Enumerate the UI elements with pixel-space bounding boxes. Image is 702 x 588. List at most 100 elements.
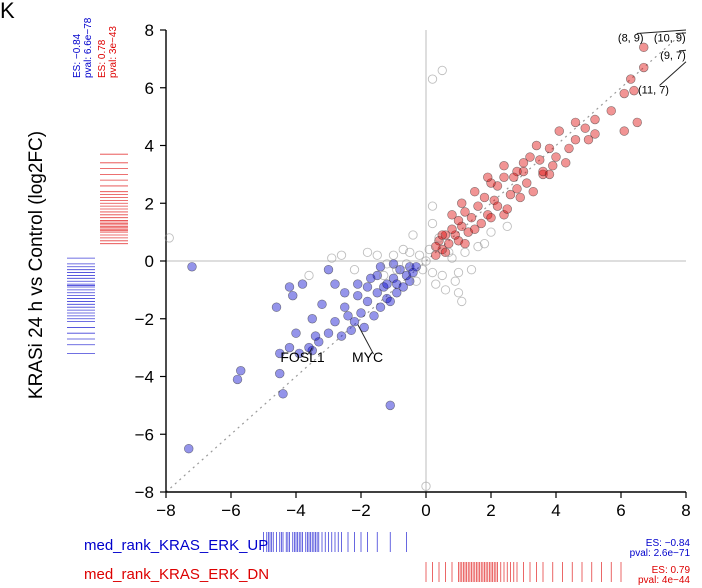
y-tick-label: 2 bbox=[145, 194, 154, 213]
point-up bbox=[349, 316, 360, 327]
point-dn bbox=[544, 169, 555, 180]
point-up bbox=[398, 282, 408, 292]
point-up bbox=[275, 348, 285, 359]
point-up bbox=[353, 279, 363, 289]
bottom-label-up: med_rank_KRAS_ERK_UP bbox=[84, 537, 268, 554]
point-up bbox=[307, 314, 317, 324]
annotation-label: (11, 7) bbox=[638, 85, 669, 97]
point-dn bbox=[486, 212, 496, 223]
x-tick-label: 2 bbox=[486, 501, 495, 520]
point-other bbox=[411, 276, 421, 286]
left-stats-up: ES: −0.84 pval: 6.6e−78 bbox=[72, 17, 94, 78]
point-other bbox=[447, 253, 457, 263]
point-up bbox=[275, 368, 285, 379]
point-dn bbox=[590, 114, 600, 125]
left-es-dn: ES: 0.78 bbox=[97, 39, 108, 78]
point-up bbox=[284, 342, 295, 353]
point-dn bbox=[499, 210, 509, 220]
point-up bbox=[340, 288, 350, 298]
point-up bbox=[323, 328, 334, 338]
annotation-label: (10, 9) bbox=[654, 33, 686, 45]
point-dn bbox=[535, 155, 545, 165]
point-other bbox=[392, 265, 402, 275]
point-dn bbox=[531, 140, 542, 151]
point-dn bbox=[629, 85, 639, 96]
point-up bbox=[294, 348, 304, 359]
point-other bbox=[460, 247, 470, 257]
point-dn bbox=[522, 178, 532, 188]
point-dn bbox=[457, 198, 467, 208]
axis-ticks: −8 −6 −4 −2 0 2 4 6 8 −8 −6 −4 −2 0 2 4 6 8 bbox=[135, 21, 691, 520]
point-other bbox=[457, 296, 467, 307]
bottom-pval-dn: pval: 4e−44 bbox=[638, 575, 690, 586]
point-other bbox=[453, 267, 464, 278]
y-tick-label: 6 bbox=[145, 79, 154, 98]
point-dn bbox=[525, 152, 535, 162]
point-dn bbox=[551, 152, 561, 162]
point-up bbox=[388, 273, 399, 284]
panel-letter: K bbox=[0, 0, 15, 23]
point-other bbox=[164, 233, 174, 243]
point-dn bbox=[538, 169, 548, 180]
point-up bbox=[362, 282, 373, 292]
point-dn bbox=[554, 126, 564, 136]
point-dn bbox=[570, 135, 581, 145]
annotation-leader bbox=[636, 29, 687, 35]
point-up bbox=[271, 302, 282, 312]
point-other bbox=[466, 265, 477, 275]
point-dn bbox=[518, 158, 529, 168]
point-dn bbox=[453, 215, 464, 226]
point-dn bbox=[570, 117, 581, 128]
point-dn bbox=[447, 210, 457, 220]
point-dn bbox=[476, 218, 486, 229]
y-tick-label: 8 bbox=[145, 21, 154, 40]
y-tick-label: −8 bbox=[135, 483, 154, 502]
point-other bbox=[408, 230, 418, 240]
point-dn bbox=[457, 221, 467, 232]
point-other bbox=[418, 265, 428, 275]
point-up bbox=[236, 366, 246, 376]
point-other bbox=[434, 233, 444, 243]
point-other bbox=[372, 250, 382, 260]
point-dn bbox=[489, 195, 499, 206]
left-pval-up: pval: 6.6e−78 bbox=[83, 17, 94, 78]
left-es-up: ES: −0.84 bbox=[72, 33, 83, 78]
bottom-es-up: ES: −0.84 bbox=[646, 538, 691, 549]
point-dn bbox=[544, 143, 555, 154]
point-other bbox=[362, 247, 373, 257]
point-up bbox=[395, 264, 405, 275]
point-up bbox=[385, 296, 395, 307]
point-other bbox=[486, 227, 496, 237]
rug-layer bbox=[67, 153, 622, 582]
point-dn bbox=[450, 230, 460, 240]
y-tick-label: −2 bbox=[135, 310, 154, 329]
y-tick-label: 0 bbox=[145, 252, 154, 271]
point-other bbox=[421, 481, 431, 491]
point-other bbox=[479, 239, 490, 249]
point-other bbox=[336, 250, 347, 260]
x-tick-label: −4 bbox=[286, 501, 305, 520]
point-up bbox=[323, 264, 334, 275]
point-dn bbox=[460, 207, 470, 217]
point-up bbox=[343, 311, 353, 321]
point-dn bbox=[492, 201, 503, 211]
point-dn bbox=[561, 158, 571, 168]
point-up bbox=[340, 302, 350, 312]
point-dn bbox=[528, 187, 538, 197]
point-up bbox=[314, 337, 324, 347]
point-other bbox=[437, 270, 447, 281]
point-up bbox=[330, 316, 340, 327]
point-other bbox=[444, 247, 454, 257]
point-dn bbox=[502, 204, 512, 214]
x-tick-label: 0 bbox=[421, 501, 430, 520]
point-up bbox=[372, 288, 382, 298]
point-dn bbox=[460, 238, 470, 249]
point-other bbox=[427, 267, 438, 278]
point-other bbox=[398, 244, 408, 255]
point-other bbox=[414, 250, 425, 260]
point-up bbox=[232, 374, 243, 385]
annotation-label: MYC bbox=[352, 349, 383, 365]
point-up bbox=[278, 389, 288, 399]
point-dn bbox=[512, 184, 522, 194]
points-layer bbox=[164, 42, 649, 491]
